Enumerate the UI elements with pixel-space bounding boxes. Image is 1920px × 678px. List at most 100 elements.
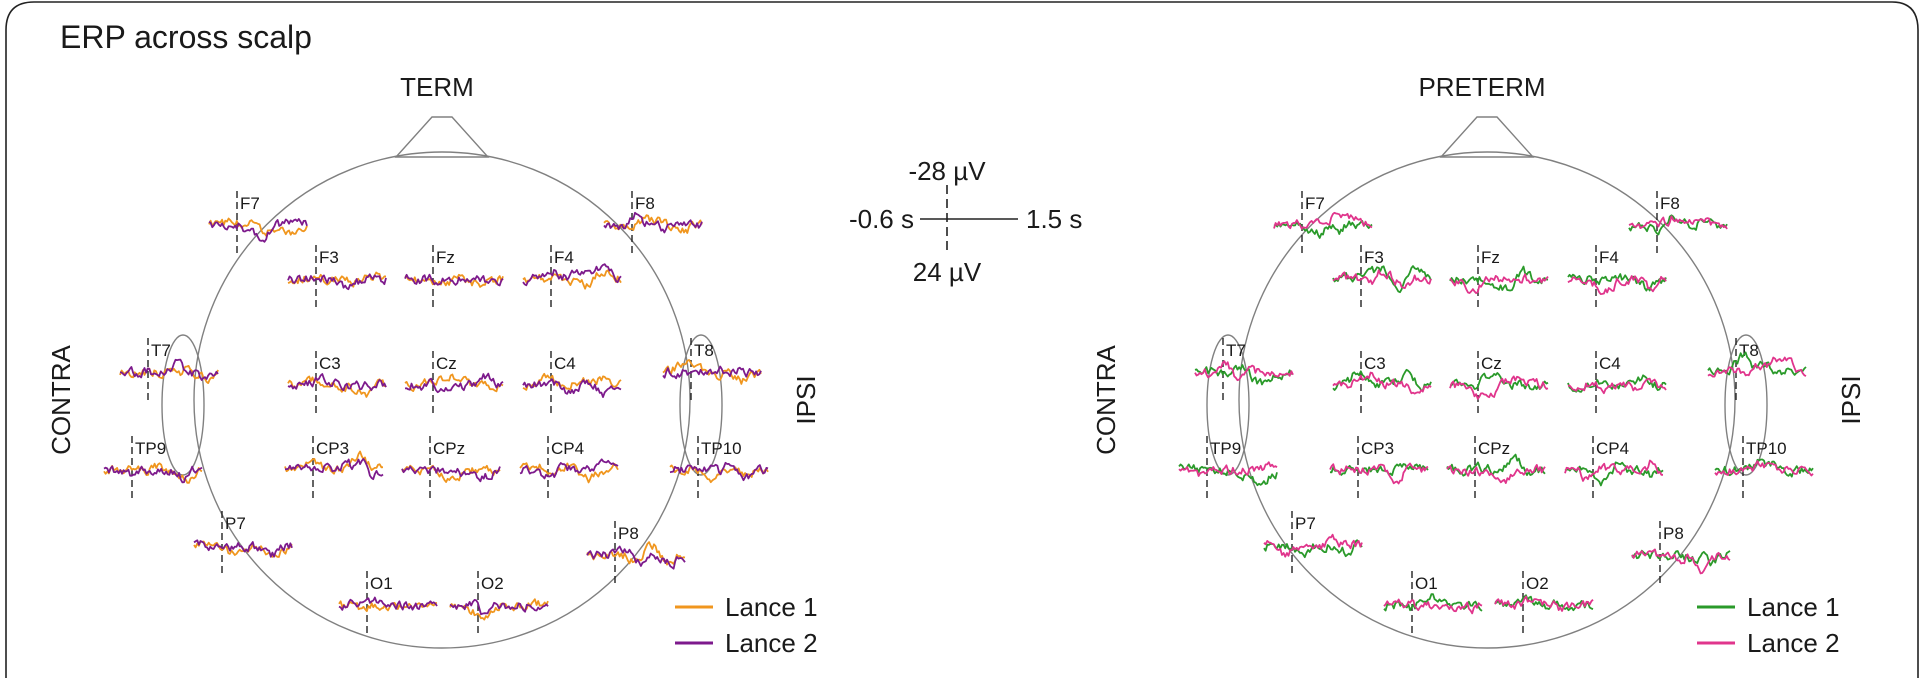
preterm-electrode-cp3-trace-lance1 bbox=[1329, 463, 1429, 477]
preterm-electrode-f7-trace-lance2 bbox=[1273, 211, 1373, 230]
preterm-electrode-cz-trace-lance2 bbox=[1449, 375, 1549, 400]
preterm-electrode-cz-trace-lance1 bbox=[1449, 372, 1549, 391]
term-electrode-cz-trace-lance2 bbox=[404, 372, 504, 394]
preterm-panel: PRETERM CONTRA IPSI F7 F8 F3 Fz F4 T7 T8 C3 Cz C4… bbox=[1091, 72, 1866, 658]
preterm-electrode-f8-trace-lance1 bbox=[1628, 214, 1728, 236]
term-electrode-o2-label: O2 bbox=[481, 574, 504, 593]
term-electrode-traces: F7 F8 F3 Fz F4 T7 T8 C3 Cz C4 TP9 TP10 CP3 CPz CP4 P7 P8… bbox=[103, 191, 769, 637]
term-electrode-t7: T7 bbox=[119, 338, 219, 404]
term-electrode-f3: F3 bbox=[287, 245, 387, 311]
term-electrode-f8: F8 bbox=[603, 191, 703, 257]
term-electrode-o1-label: O1 bbox=[370, 574, 393, 593]
preterm-electrode-t7: T7 bbox=[1194, 338, 1294, 404]
term-legend-label-lance1: Lance 1 bbox=[725, 592, 818, 622]
term-electrode-c4-label: C4 bbox=[554, 354, 576, 373]
preterm-electrode-t8-trace-lance2 bbox=[1707, 356, 1807, 378]
term-electrode-fz-trace-lance1 bbox=[404, 273, 504, 288]
preterm-electrode-fz-trace-lance1 bbox=[1449, 265, 1549, 292]
preterm-electrode-f4: F4 bbox=[1567, 245, 1667, 311]
preterm-electrode-tp10-trace-lance2 bbox=[1714, 460, 1814, 477]
term-electrode-o2: O2 bbox=[449, 571, 549, 637]
term-electrode-cz-trace-lance1 bbox=[404, 373, 504, 393]
preterm-electrode-o2: O2 bbox=[1494, 571, 1594, 637]
term-electrode-cp3-label: CP3 bbox=[316, 439, 349, 458]
preterm-electrode-o2-label: O2 bbox=[1526, 574, 1549, 593]
term-electrode-f7-trace-lance2 bbox=[208, 218, 308, 243]
scale-top-label: -28 µV bbox=[908, 156, 986, 186]
term-electrode-cp4-trace-lance2 bbox=[519, 458, 619, 480]
preterm-electrode-cpz: CPz bbox=[1446, 436, 1546, 502]
preterm-electrode-fz-label: Fz bbox=[1481, 248, 1500, 267]
preterm-electrode-fz-trace-lance2 bbox=[1449, 273, 1549, 294]
scale-left-label: -0.6 s bbox=[849, 204, 914, 234]
preterm-panel-title: PRETERM bbox=[1418, 72, 1545, 102]
preterm-electrode-p7-label: P7 bbox=[1295, 514, 1316, 533]
term-electrode-cp4-label: CP4 bbox=[551, 439, 584, 458]
term-electrode-tp10-trace-lance1 bbox=[669, 464, 769, 484]
term-electrode-c4-trace-lance2 bbox=[522, 378, 622, 398]
preterm-electrode-p8: P8 bbox=[1631, 521, 1731, 587]
preterm-electrode-tp9-trace-lance2 bbox=[1178, 461, 1278, 477]
preterm-electrode-t8: T8 bbox=[1707, 338, 1807, 404]
term-contra-label: CONTRA bbox=[46, 344, 76, 454]
preterm-electrode-t7-trace-lance2 bbox=[1194, 360, 1294, 382]
term-electrode-f3-label: F3 bbox=[319, 248, 339, 267]
preterm-electrode-o1: O1 bbox=[1383, 571, 1483, 637]
term-panel: TERM CONTRA IPSI F7 F8 F3 Fz F4 T7 T8 C3 Cz C4 TP9… bbox=[46, 72, 821, 658]
preterm-electrode-p7: P7 bbox=[1263, 511, 1363, 577]
term-electrode-f8-trace-lance2 bbox=[603, 211, 703, 234]
term-electrode-tp9-label: TP9 bbox=[135, 439, 166, 458]
term-electrode-p7: P7 bbox=[193, 511, 293, 577]
preterm-legend-label-lance1: Lance 1 bbox=[1747, 592, 1840, 622]
term-head-circle bbox=[193, 151, 691, 649]
preterm-legend: Lance 1 Lance 2 bbox=[1697, 592, 1840, 658]
term-electrode-c3-trace-lance2 bbox=[287, 373, 387, 392]
preterm-electrode-c3: C3 bbox=[1332, 351, 1432, 417]
preterm-electrode-f7: F7 bbox=[1273, 191, 1373, 257]
preterm-nose bbox=[1439, 116, 1535, 158]
preterm-electrode-cp4: CP4 bbox=[1564, 436, 1664, 502]
preterm-electrode-cp3-label: CP3 bbox=[1361, 439, 1394, 458]
preterm-electrode-cp4-label: CP4 bbox=[1596, 439, 1629, 458]
preterm-electrode-f3-trace-lance2 bbox=[1332, 269, 1432, 289]
preterm-electrode-traces: F7 F8 F3 Fz F4 T7 T8 C3 Cz C4 TP9 TP10 CP3 CPz CP4 P7 P8… bbox=[1178, 191, 1814, 637]
term-electrode-cp4: CP4 bbox=[519, 436, 619, 502]
term-legend: Lance 1 Lance 2 bbox=[675, 592, 818, 658]
preterm-electrode-o2-trace-lance1 bbox=[1494, 594, 1594, 612]
term-electrode-c3-label: C3 bbox=[319, 354, 341, 373]
term-electrode-tp10-label: TP10 bbox=[701, 439, 742, 458]
figure-border bbox=[5, 1, 1919, 678]
term-electrode-p8: P8 bbox=[586, 521, 686, 587]
term-electrode-p8-label: P8 bbox=[618, 524, 639, 543]
term-electrode-cpz-label: CPz bbox=[433, 439, 465, 458]
term-electrode-p8-trace-lance2 bbox=[586, 545, 686, 570]
term-electrode-cz-label: Cz bbox=[436, 354, 457, 373]
term-electrode-p7-trace-lance1 bbox=[193, 540, 293, 558]
term-electrode-p7-trace-lance2 bbox=[193, 539, 293, 558]
preterm-electrode-tp9-label: TP9 bbox=[1210, 439, 1241, 458]
preterm-electrode-cp3: CP3 bbox=[1329, 436, 1429, 502]
preterm-electrode-fz: Fz bbox=[1449, 245, 1549, 311]
term-electrode-tp9-trace-lance2 bbox=[103, 465, 203, 484]
term-electrode-f4: F4 bbox=[522, 245, 622, 311]
scale-bottom-label: 24 µV bbox=[913, 257, 982, 287]
preterm-electrode-cz: Cz bbox=[1449, 351, 1549, 417]
preterm-ipsi-label: IPSI bbox=[1836, 375, 1866, 424]
preterm-electrode-f3-label: F3 bbox=[1364, 248, 1384, 267]
preterm-electrode-p7-trace-lance2 bbox=[1263, 533, 1363, 558]
preterm-head-outline bbox=[1206, 116, 1768, 649]
term-electrode-f7-trace-lance1 bbox=[208, 217, 308, 237]
term-electrode-p7-label: P7 bbox=[225, 514, 246, 533]
preterm-electrode-c3-trace-lance2 bbox=[1332, 371, 1432, 395]
term-electrode-cpz: CPz bbox=[401, 436, 501, 502]
preterm-electrode-cpz-label: CPz bbox=[1478, 439, 1510, 458]
preterm-electrode-c3-trace-lance1 bbox=[1332, 368, 1432, 392]
term-electrode-c3: C3 bbox=[287, 351, 387, 417]
preterm-electrode-f8-trace-lance2 bbox=[1628, 215, 1728, 230]
term-electrode-f8-trace-lance1 bbox=[603, 214, 703, 234]
preterm-legend-label-lance2: Lance 2 bbox=[1747, 628, 1840, 658]
preterm-electrode-o1-trace-lance1 bbox=[1383, 593, 1483, 612]
term-panel-title: TERM bbox=[400, 72, 474, 102]
term-electrode-t8: T8 bbox=[662, 338, 762, 404]
term-nose bbox=[394, 116, 490, 158]
